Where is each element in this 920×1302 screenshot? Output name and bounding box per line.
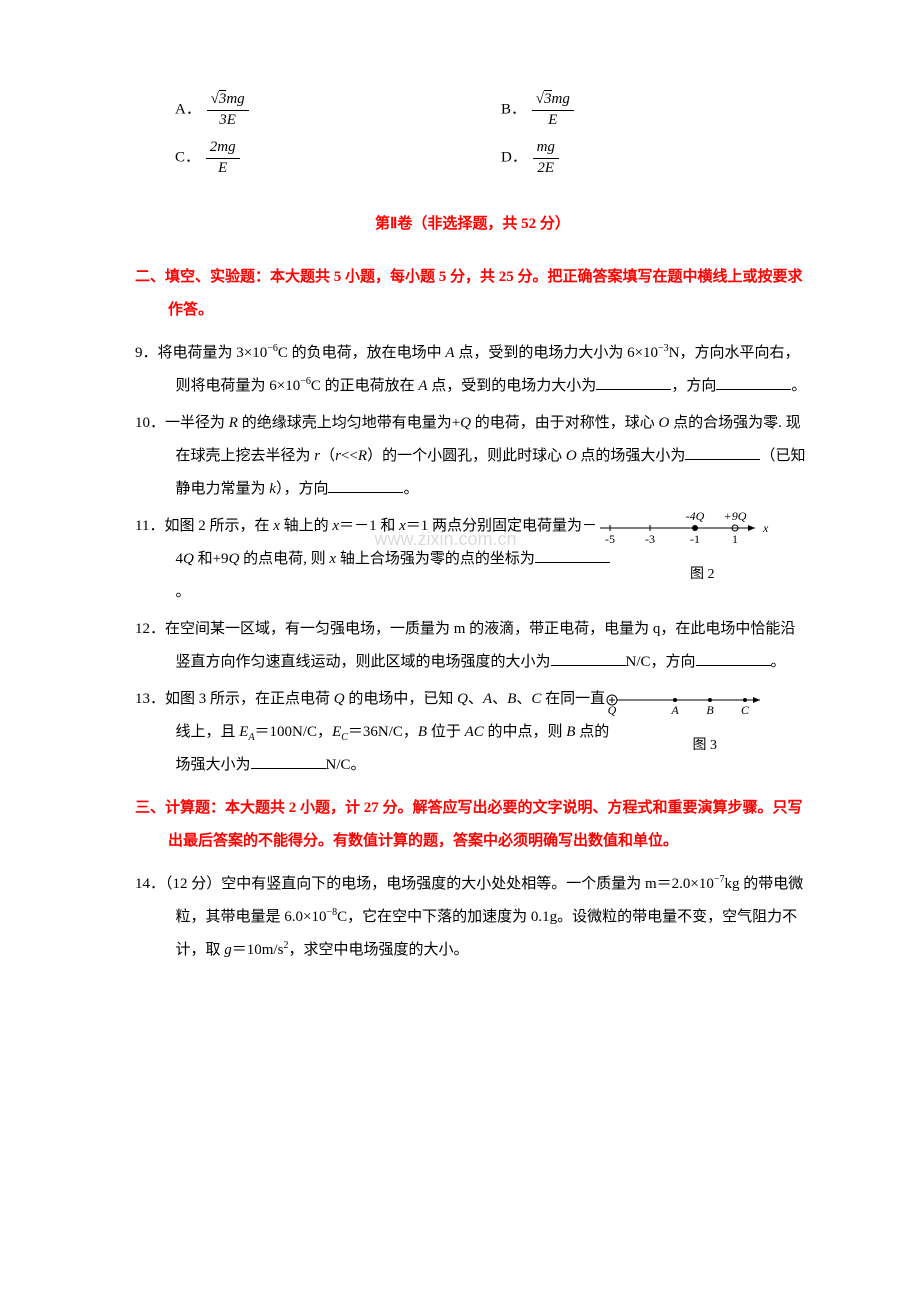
svg-text:B: B [706,703,714,716]
blank [596,375,671,390]
svg-text:+9Q: +9Q [723,510,746,523]
svg-text:Q: Q [607,703,616,716]
option-a: A． 3mg 3E [135,90,459,130]
svg-text:-4Q: -4Q [685,510,704,523]
question-14: 14．（12 分）空中有竖直向下的电场，电场强度的大小处处相等。一个质量为 m＝… [135,868,810,967]
figure-3: Q A B C 图 3 [640,688,810,762]
svg-text:1: 1 [732,532,738,545]
blank [716,375,791,390]
question-10: 10．一半径为 R 的绝缘球壳上均匀地带有电量为+Q 的电荷，由于对称性，球心 … [135,407,810,506]
option-d: D． mg 2E [486,138,810,178]
question-13: Q A B C 图 3 13．如图 3 所示，在正点电荷 Q 的电场中，已知 Q… [135,683,810,782]
question-11: -5 -3 -1 1 -4Q +9Q x 图 2 11．如图 2 所示，在 x … [135,510,810,609]
blank [328,478,403,493]
blank [251,754,326,769]
option-row-1: A． 3mg 3E B． 3mg E [135,90,810,130]
option-c: C． 2mg E [135,138,459,178]
svg-text:A: A [670,703,679,716]
option-b: B． 3mg E [486,90,810,130]
svg-text:-3: -3 [645,532,655,545]
figure-2-label: 图 2 [635,560,810,591]
question-9: 9．将电荷量为 3×10−6C 的负电荷，放在电场中 A 点，受到的电场力大小为… [135,337,810,403]
heading-fill-blank: 二、填空、实验题：本大题共 5 小题，每小题 5 分，共 25 分。把正确答案填… [135,261,810,327]
blank [685,445,760,460]
blank [696,651,771,666]
figure-3-label: 图 3 [640,731,810,762]
heading-calculation: 三、计算题：本大题共 2 小题，计 27 分。解答应写出必要的文字说明、方程式和… [135,792,810,858]
svg-text:C: C [740,703,749,716]
option-row-2: C． 2mg E D． mg 2E [135,138,810,178]
svg-text:x: x [762,521,769,535]
question-12: 12．在空间某一区域，有一匀强电场，一质量为 m 的液滴，带正电荷，电量为 q，… [135,613,810,679]
axis-label: -5 [605,532,615,545]
option-b-label: B． [501,101,526,117]
option-d-label: D． [501,149,527,165]
option-c-label: C． [175,149,200,165]
option-a-label: A． [175,101,201,117]
svg-text:-1: -1 [690,532,700,545]
blank [551,651,626,666]
section-2-title: 第Ⅱ卷（非选择题，共 52 分） [135,208,810,241]
figure-2: -5 -3 -1 1 -4Q +9Q x 图 2 [635,510,810,591]
